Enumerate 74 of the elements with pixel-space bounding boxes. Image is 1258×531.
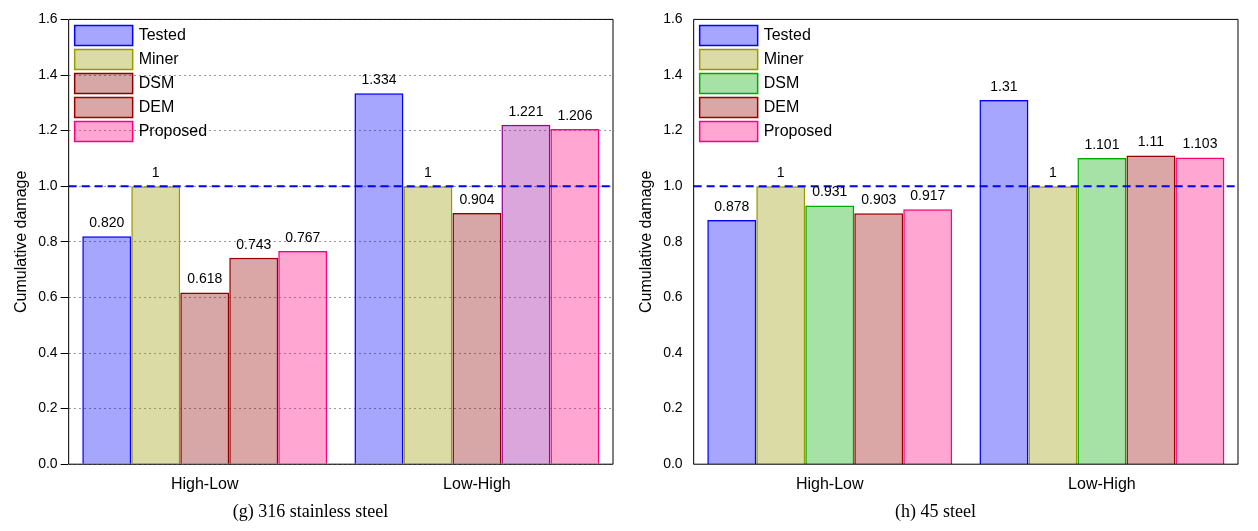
data-label: 0.618 <box>187 270 223 287</box>
data-label: 1.334 <box>361 71 397 88</box>
data-label: 1 <box>424 164 433 181</box>
legend-label: Tested <box>138 25 186 43</box>
data-label: 1.206 <box>557 106 593 123</box>
y-tick-label: 0.4 <box>663 343 683 360</box>
y-tick-label: 1.6 <box>663 10 683 27</box>
y-tick-label: 1.2 <box>38 121 58 138</box>
legend-label: DEM <box>138 97 175 115</box>
bar <box>854 213 904 465</box>
y-tick-label: 1.4 <box>38 65 58 82</box>
data-label: 0.767 <box>285 228 321 245</box>
bar <box>1077 158 1127 465</box>
data-label: 0.820 <box>89 214 125 231</box>
data-label: 0.904 <box>459 190 495 207</box>
data-label: 1 <box>1049 164 1058 181</box>
text: (h) 45 steel <box>895 500 976 522</box>
y-tick-label: 0.8 <box>663 232 683 249</box>
y-tick-label: 0.2 <box>663 399 683 416</box>
x-tick-label: High-Low <box>170 475 239 493</box>
legend-label: DEM <box>763 97 800 115</box>
data-label: 1 <box>151 164 160 181</box>
y-tick-label: 1.4 <box>663 65 683 82</box>
y-tick-label: 0.6 <box>663 288 683 305</box>
y-tick-label: 1.2 <box>663 121 683 138</box>
bar <box>501 124 551 464</box>
legend-label: Proposed <box>138 121 208 139</box>
data-label: 1.103 <box>1182 135 1218 152</box>
data-label: 0.743 <box>236 235 272 252</box>
bar <box>452 212 502 464</box>
data-label: 1.31 <box>990 77 1018 94</box>
bar <box>805 205 855 465</box>
y-tick-label: 1.0 <box>38 177 58 194</box>
bar <box>903 209 953 465</box>
bar <box>756 186 806 465</box>
data-label: 0.903 <box>861 191 897 208</box>
y-axis-title: Cumulative damage <box>12 170 30 313</box>
bar <box>550 128 600 464</box>
x-tick-label: Low-High <box>443 475 511 493</box>
legend-label: DSM <box>763 73 800 91</box>
y-tick-label: 0.8 <box>38 232 58 249</box>
bar <box>278 250 328 464</box>
data-label: 1 <box>776 164 785 181</box>
y-axis-title: Cumulative damage <box>637 170 655 313</box>
y-tick-label: 0.4 <box>38 343 58 360</box>
y-tick-label: 1.0 <box>663 177 683 194</box>
y-tick-label: 0.0 <box>38 455 58 472</box>
legend-label: Tested <box>763 25 811 43</box>
legend-label: DSM <box>138 73 175 91</box>
legend-label: Miner <box>138 49 180 67</box>
legend-label: Miner <box>763 49 805 67</box>
bar <box>707 220 757 465</box>
y-tick-label: 1.6 <box>38 10 58 27</box>
bar <box>403 186 453 464</box>
bar <box>1175 157 1225 465</box>
bar <box>131 186 181 464</box>
data-label: 0.917 <box>910 187 946 204</box>
data-label: 1.221 <box>508 102 544 119</box>
text: (g) 316 stainless steel <box>232 500 389 522</box>
data-label: 1.11 <box>1137 133 1165 150</box>
bar <box>229 257 279 464</box>
x-tick-label: High-Low <box>795 475 864 493</box>
bar <box>1126 155 1176 465</box>
bar <box>82 236 132 464</box>
data-label: 0.931 <box>812 183 848 200</box>
y-tick-label: 0.6 <box>38 288 58 305</box>
y-tick-label: 0.0 <box>663 455 683 472</box>
bar <box>180 292 230 464</box>
y-tick-label: 0.2 <box>38 399 58 416</box>
bar <box>1028 186 1078 465</box>
data-label: 1.101 <box>1084 135 1120 152</box>
data-label: 0.878 <box>714 197 750 214</box>
legend-label: Proposed <box>763 121 833 139</box>
x-tick-label: Low-High <box>1068 475 1136 493</box>
